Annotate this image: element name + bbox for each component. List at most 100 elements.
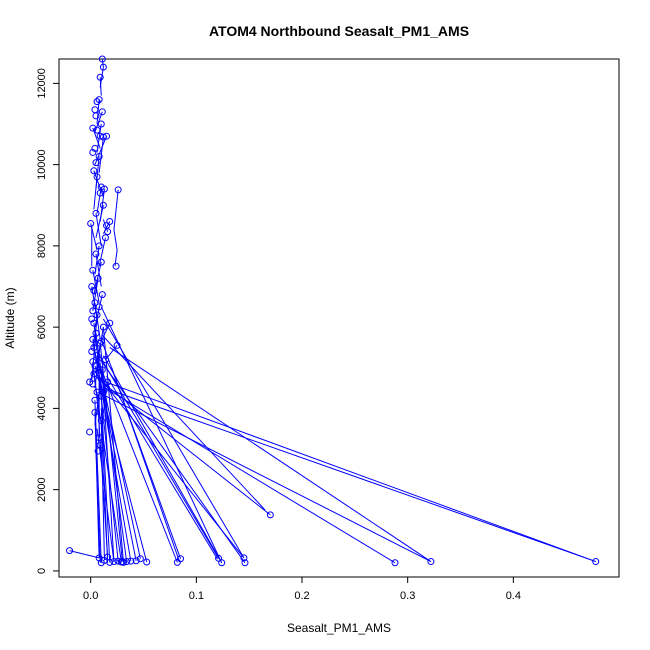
data-point: [66, 547, 74, 555]
series-line-segment: [101, 58, 104, 68]
series-line-segment: [93, 170, 104, 198]
data-point: [266, 511, 274, 519]
data-point: [96, 441, 104, 449]
data-point: [91, 299, 99, 307]
data-point: [112, 262, 120, 270]
data-point: [241, 559, 249, 567]
data-point: [96, 366, 104, 374]
series-line-segment: [95, 213, 102, 246]
series-line-segment: [100, 306, 223, 563]
data-point: [218, 559, 226, 567]
data-point: [143, 558, 151, 566]
data-point: [90, 319, 98, 327]
data-point: [95, 303, 103, 311]
series-line-segment: [100, 379, 596, 563]
data-point: [91, 144, 99, 152]
data-point: [95, 153, 103, 161]
series-line-segment: [98, 237, 106, 267]
series-line-segment: [95, 205, 104, 238]
data-point: [93, 311, 101, 319]
data-point: [92, 250, 100, 258]
data-point: [92, 209, 100, 217]
y-tick-label: 10000: [36, 149, 48, 180]
series-line-segment: [89, 371, 95, 383]
series-line-segment: [106, 375, 218, 560]
data-point: [99, 388, 107, 396]
data-point: [96, 189, 104, 197]
series-line-segment: [92, 270, 100, 303]
data-point: [94, 447, 102, 455]
data-point: [99, 63, 107, 71]
data-point: [114, 557, 122, 565]
series-line-segment: [98, 363, 178, 563]
data-point: [98, 291, 106, 299]
series-line-segment: [93, 176, 98, 210]
data-point: [91, 396, 99, 404]
data-point: [89, 335, 97, 343]
data-point: [240, 554, 248, 562]
series-line-segment: [93, 347, 137, 561]
data-point: [89, 266, 97, 274]
data-point: [99, 133, 107, 141]
data-point: [91, 408, 99, 416]
data-point: [89, 148, 97, 156]
data-point: [114, 186, 122, 194]
data-point: [98, 55, 106, 63]
series-line-segment: [99, 359, 246, 564]
series-line-segment: [94, 400, 102, 563]
data-point: [89, 380, 97, 388]
x-tick-label: 0.2: [294, 590, 309, 602]
data-point: [97, 392, 105, 400]
data-point: [93, 352, 101, 360]
data-point: [592, 558, 600, 566]
data-point: [96, 73, 104, 81]
series-line-segment: [98, 375, 119, 562]
y-axis: 0 2000 4000 6000 8000 10000 12000: [36, 68, 60, 574]
data-point: [97, 337, 105, 345]
series-line-segment: [113, 229, 118, 251]
data-point: [90, 343, 98, 351]
x-tick-label: 0.4: [506, 590, 521, 602]
data-point: [98, 366, 106, 374]
data-point: [97, 417, 105, 425]
series-points: [66, 55, 600, 567]
data-point: [97, 258, 105, 266]
series-line-segment: [93, 262, 102, 295]
data-point: [89, 307, 97, 315]
data-point: [127, 557, 135, 565]
series-line-segment: [97, 391, 432, 563]
series-line-segment: [95, 449, 101, 563]
x-tick-label: 0.1: [189, 590, 204, 602]
series-line-segment: [98, 379, 271, 516]
series-lines: [69, 58, 596, 564]
y-tick-label: 6000: [36, 315, 48, 339]
data-point: [101, 356, 109, 364]
data-point: [90, 287, 98, 295]
data-point: [104, 228, 112, 236]
data-point: [101, 234, 109, 242]
data-point: [87, 220, 95, 228]
series-line-segment: [104, 387, 596, 563]
data-point: [100, 185, 108, 193]
data-point: [88, 348, 96, 356]
data-point: [110, 558, 118, 566]
chart-title: ATOM4 Northbound Seasalt_PM1_AMS: [209, 23, 469, 39]
data-point: [132, 557, 140, 565]
data-point: [119, 558, 127, 566]
data-point: [94, 274, 102, 282]
x-axis: 0.0 0.1 0.2 0.3 0.4: [83, 576, 521, 602]
series-line-segment: [102, 219, 109, 232]
data-point: [136, 555, 144, 563]
x-axis-label: Seasalt_PM1_AMS: [287, 621, 391, 635]
data-point: [427, 558, 435, 566]
data-point: [91, 362, 99, 370]
data-point: [93, 126, 101, 134]
series-line-segment: [113, 189, 119, 230]
series-line-segment: [109, 347, 432, 562]
y-tick-label: 4000: [36, 396, 48, 420]
data-point: [88, 283, 96, 291]
series-line-segment: [95, 253, 102, 287]
data-point: [99, 201, 107, 209]
series-line-segment: [101, 334, 266, 511]
